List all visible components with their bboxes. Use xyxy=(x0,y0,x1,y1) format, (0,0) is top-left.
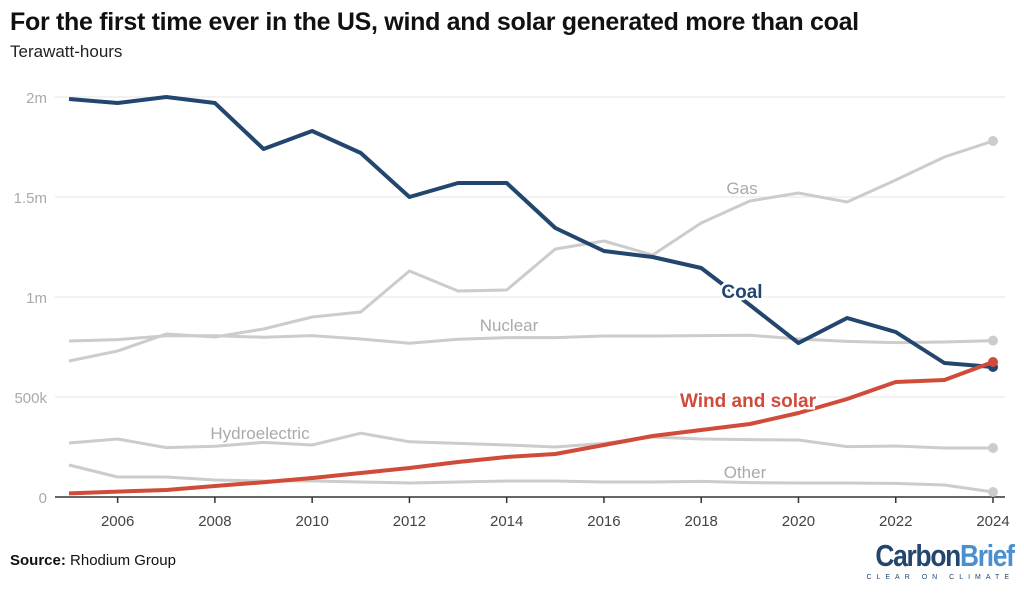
x-tick-label: 2024 xyxy=(976,513,1009,530)
y-tick-label: 2m xyxy=(26,90,47,107)
nuclear-label: Nuclear xyxy=(480,316,539,335)
hydroelectric-end-point xyxy=(988,443,998,453)
other-line xyxy=(68,463,994,494)
nuclear-line xyxy=(68,333,994,345)
wind-and-solar-end-point xyxy=(988,357,998,367)
x-tick-label: 2018 xyxy=(685,513,718,530)
wind-and-solar-line xyxy=(68,360,994,496)
wind-and-solar-label: Wind and solar xyxy=(680,391,817,412)
gas-label: Gas xyxy=(726,179,757,198)
logo-text-2: Brief xyxy=(960,538,1015,573)
x-tick-label: 2006 xyxy=(101,513,134,530)
chart-title: For the first time ever in the US, wind … xyxy=(10,8,859,36)
y-tick-label: 0 xyxy=(39,490,47,507)
line-chart: 0 500k 1m 1.5m 2m 2006 2008 2010 2012 2014 2016 201… xyxy=(14,90,1010,530)
logo-text-1: Carbon xyxy=(875,538,962,573)
gas-end-point xyxy=(988,136,998,146)
y-tick-label: 1.5m xyxy=(14,190,47,207)
source-label: Source: xyxy=(10,552,66,569)
coal-line xyxy=(68,95,994,369)
x-tick-label: 2020 xyxy=(782,513,815,530)
other-end-point xyxy=(988,487,998,497)
x-tick-label: 2010 xyxy=(295,513,328,530)
hydroelectric-label: Hydroelectric xyxy=(210,424,310,443)
source-note: Source: Rhodium Group xyxy=(10,552,176,569)
y-tick-label: 1m xyxy=(26,290,47,307)
y-tick-label: 500k xyxy=(14,390,47,407)
x-tick-label: 2016 xyxy=(587,513,620,530)
x-tick-label: 2022 xyxy=(879,513,912,530)
carbonbrief-logo: CarbonBrief CLEAR ON CLIMATE xyxy=(851,538,1015,582)
logo-tagline: CLEAR ON CLIMATE xyxy=(866,574,1014,581)
x-tick-label: 2008 xyxy=(198,513,231,530)
hydroelectric-line xyxy=(68,431,993,450)
coal-label: Coal xyxy=(721,282,762,303)
x-tick-label: 2012 xyxy=(393,513,426,530)
source-text: Rhodium Group xyxy=(70,552,176,569)
x-tick-label: 2014 xyxy=(490,513,523,530)
nuclear-end-point xyxy=(988,335,998,346)
chart-subtitle: Terawatt-hours xyxy=(10,42,123,61)
other-label: Other xyxy=(724,463,767,482)
